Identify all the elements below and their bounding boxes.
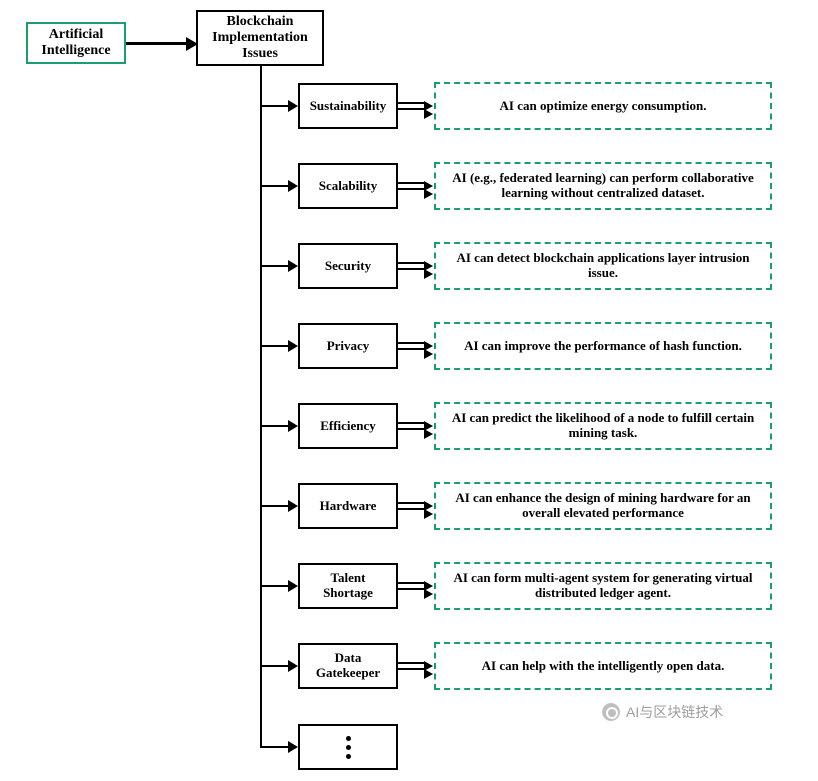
issue-box: Sustainability [298,83,398,129]
desc-box: AI can form multi-agent system for gener… [434,562,772,610]
ellipsis-dot [346,745,351,750]
double-connector-bottom [398,188,424,190]
double-connector-top [398,102,424,104]
issue-box: TalentShortage [298,563,398,609]
header-arrow-head [186,37,198,51]
desc-box: AI can improve the performance of hash f… [434,322,772,370]
desc-box: AI can predict the likelihood of a node … [434,402,772,450]
double-connector-top [398,422,424,424]
double-connector-bottom [398,348,424,350]
branch-line [260,425,288,427]
branch-arrow-head [288,660,298,672]
double-connector-top [398,262,424,264]
double-connector-top [398,502,424,504]
branch-line [260,746,288,748]
branch-line [260,585,288,587]
branch-line [260,265,288,267]
double-connector-bottom [398,108,424,110]
double-connector-bottom [398,428,424,430]
ellipsis-dot [346,754,351,759]
blockchain-issues-box: BlockchainImplementationIssues [196,10,324,66]
ai-box: ArtificialIntelligence [26,22,126,64]
branch-arrow-head [288,500,298,512]
issue-box: Hardware [298,483,398,529]
ellipsis-dot [346,736,351,741]
desc-box: AI (e.g., federated learning) can perfor… [434,162,772,210]
double-connector-bottom [398,668,424,670]
watermark: AI与区块链技术 [602,702,723,722]
desc-box: AI can optimize energy consumption. [434,82,772,130]
issue-box: DataGatekeeper [298,643,398,689]
double-connector-top [398,582,424,584]
wechat-icon [602,703,620,721]
branch-arrow-head [288,420,298,432]
branch-arrow-head [288,260,298,272]
issue-box: Privacy [298,323,398,369]
branch-line [260,105,288,107]
branch-arrow-head [288,180,298,192]
double-connector-top [398,342,424,344]
trunk-line [260,66,262,748]
desc-box: AI can help with the intelligently open … [434,642,772,690]
double-connector-bottom [398,588,424,590]
branch-arrow-head [288,741,298,753]
double-connector-top [398,662,424,664]
watermark-text: AI与区块链技术 [626,702,723,722]
header-arrow-line [126,42,186,45]
issue-box: Scalability [298,163,398,209]
branch-line [260,185,288,187]
double-connector-bottom [398,508,424,510]
issue-box: Security [298,243,398,289]
branch-arrow-head [288,100,298,112]
double-connector-top [398,182,424,184]
double-connector-bottom [398,268,424,270]
ellipsis-box [298,724,398,770]
branch-line [260,505,288,507]
issue-box: Efficiency [298,403,398,449]
branch-line [260,345,288,347]
branch-arrow-head [288,580,298,592]
desc-box: AI can enhance the design of mining hard… [434,482,772,530]
desc-box: AI can detect blockchain applications la… [434,242,772,290]
branch-arrow-head [288,340,298,352]
branch-line [260,665,288,667]
